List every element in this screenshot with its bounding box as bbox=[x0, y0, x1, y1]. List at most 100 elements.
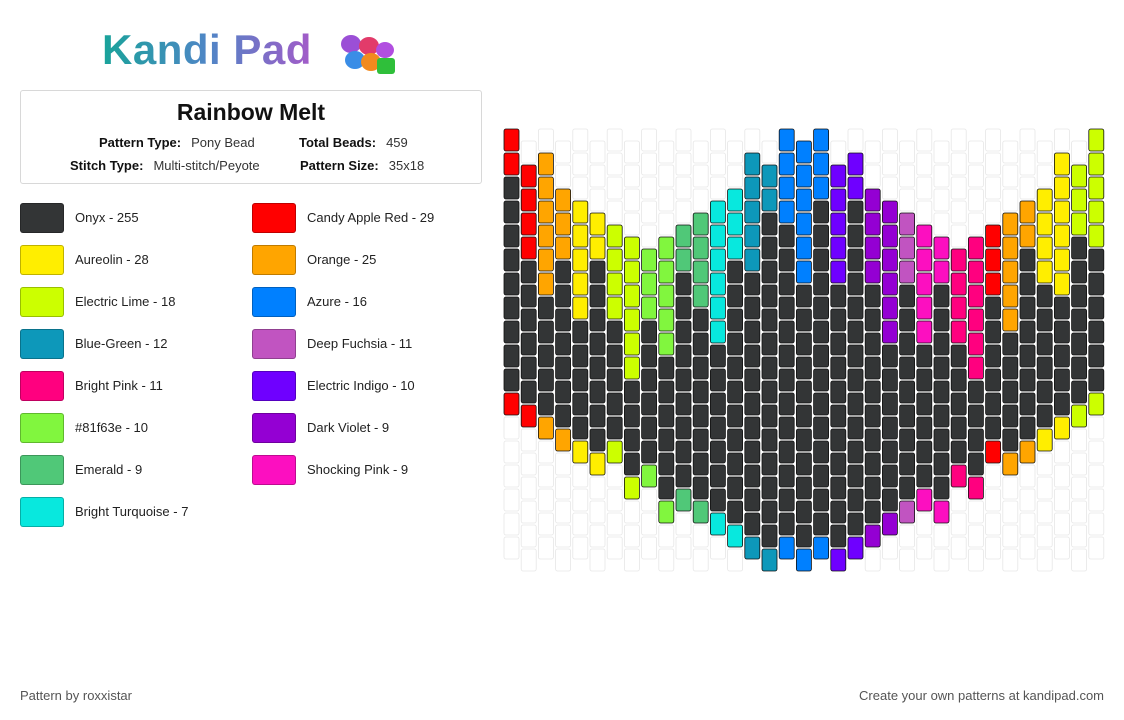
bead bbox=[864, 380, 881, 404]
bead bbox=[1036, 212, 1053, 236]
bead bbox=[744, 176, 761, 200]
bead bbox=[727, 164, 744, 188]
bead bbox=[675, 128, 692, 152]
bead bbox=[658, 284, 675, 308]
bead bbox=[1088, 272, 1105, 296]
bead bbox=[503, 416, 520, 440]
bead bbox=[589, 332, 606, 356]
bead bbox=[881, 512, 898, 536]
bead bbox=[572, 200, 589, 224]
bead bbox=[1071, 548, 1087, 572]
bead bbox=[899, 284, 916, 308]
bead bbox=[624, 332, 640, 356]
bead bbox=[1054, 512, 1070, 536]
bead bbox=[985, 272, 1002, 296]
bead bbox=[1002, 428, 1019, 452]
bead bbox=[950, 344, 967, 368]
bead bbox=[658, 140, 675, 164]
bead bbox=[641, 176, 658, 200]
bead bbox=[830, 188, 847, 212]
bead bbox=[778, 512, 795, 536]
bead bbox=[1002, 404, 1019, 428]
bead bbox=[555, 188, 571, 212]
bead bbox=[744, 200, 761, 224]
bead bbox=[744, 464, 761, 488]
bead bbox=[1019, 440, 1036, 464]
bead bbox=[1054, 200, 1070, 224]
bead bbox=[761, 476, 778, 500]
bead bbox=[709, 536, 726, 560]
bead bbox=[520, 284, 537, 308]
kandi-pad-logo[interactable]: Kandi Pad bbox=[102, 26, 412, 78]
bead bbox=[503, 368, 520, 392]
bead bbox=[899, 212, 916, 236]
bead bbox=[916, 464, 933, 488]
bead bbox=[950, 128, 967, 152]
bead bbox=[606, 320, 623, 344]
bead bbox=[555, 212, 571, 236]
bead bbox=[641, 224, 658, 248]
bead bbox=[624, 236, 640, 260]
bead bbox=[744, 536, 761, 560]
bead bbox=[1036, 236, 1053, 260]
bead bbox=[692, 500, 709, 524]
bead bbox=[606, 224, 623, 248]
pattern-credit[interactable]: Pattern by roxxistar bbox=[20, 688, 132, 703]
create-pattern-link[interactable]: Create your own patterns at kandipad.com bbox=[859, 688, 1104, 703]
bead bbox=[778, 416, 795, 440]
bead bbox=[1088, 128, 1105, 152]
bead bbox=[916, 248, 933, 272]
color-swatch bbox=[20, 203, 64, 233]
bead bbox=[899, 332, 916, 356]
bead bbox=[985, 416, 1002, 440]
bead bbox=[1019, 296, 1036, 320]
bead bbox=[881, 344, 898, 368]
bead bbox=[916, 440, 933, 464]
bead bbox=[1002, 332, 1019, 356]
bead bbox=[727, 332, 744, 356]
bead bbox=[692, 164, 709, 188]
bead bbox=[933, 308, 950, 332]
bead bbox=[589, 452, 606, 476]
stitch-type: Stitch Type: Multi-stitch/Peyote bbox=[70, 158, 260, 173]
bead bbox=[675, 200, 692, 224]
bead bbox=[795, 260, 812, 284]
color-swatch bbox=[252, 203, 296, 233]
bead bbox=[778, 152, 795, 176]
bead bbox=[1088, 296, 1105, 320]
bead bbox=[1036, 260, 1053, 284]
bead bbox=[641, 440, 658, 464]
bead bbox=[847, 440, 864, 464]
bead bbox=[847, 200, 864, 224]
bead bbox=[864, 356, 881, 380]
bead bbox=[950, 512, 967, 536]
bead bbox=[520, 500, 537, 524]
bead bbox=[658, 404, 675, 428]
bead bbox=[795, 140, 812, 164]
bead bbox=[658, 236, 675, 260]
bead bbox=[624, 404, 640, 428]
bead bbox=[572, 488, 589, 512]
bead bbox=[813, 512, 830, 536]
bead bbox=[624, 212, 640, 236]
bead bbox=[967, 476, 984, 500]
bead bbox=[830, 164, 847, 188]
bead bbox=[813, 440, 830, 464]
bead bbox=[555, 452, 571, 476]
bead bbox=[916, 224, 933, 248]
bead bbox=[1071, 236, 1087, 260]
bead bbox=[1002, 236, 1019, 260]
bead bbox=[830, 452, 847, 476]
bead bbox=[727, 140, 744, 164]
bead bbox=[744, 416, 761, 440]
bead bbox=[1036, 500, 1053, 524]
bead bbox=[538, 224, 554, 248]
bead bbox=[847, 128, 864, 152]
pattern-size: Pattern Size: 35x18 bbox=[300, 158, 425, 173]
bead bbox=[864, 476, 881, 500]
pattern-type: Pattern Type: Pony Bead bbox=[99, 135, 255, 150]
bead bbox=[692, 236, 709, 260]
bead bbox=[761, 548, 778, 572]
color-swatch bbox=[20, 497, 64, 527]
bead bbox=[589, 380, 606, 404]
